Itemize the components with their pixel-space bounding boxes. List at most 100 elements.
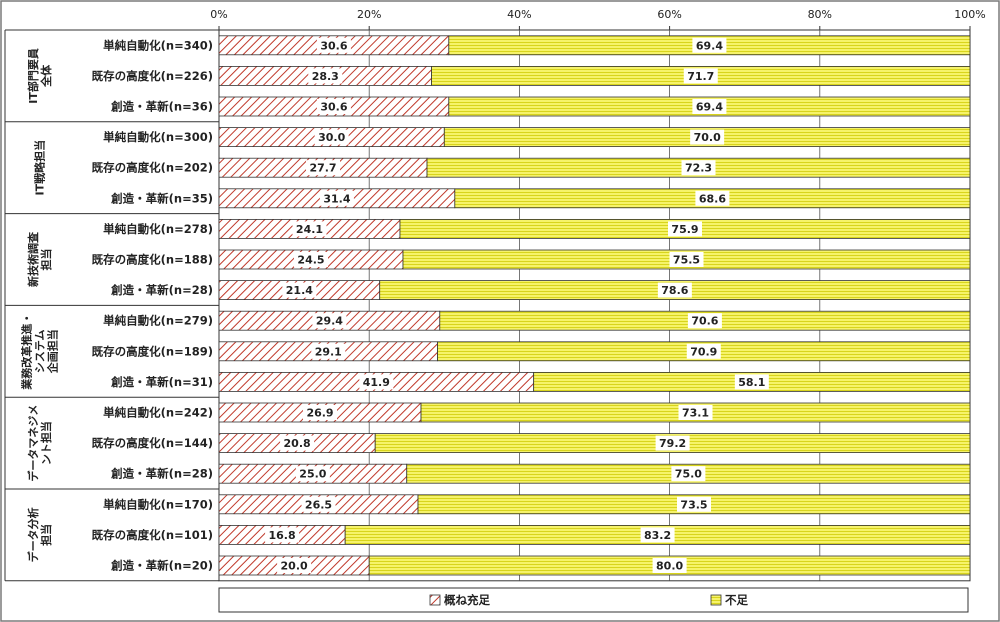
data-label: 31.4 — [323, 192, 350, 205]
group-label-line: データマネジメ — [26, 405, 40, 482]
data-label: 29.1 — [315, 345, 342, 358]
data-label-bg — [359, 374, 394, 390]
group-label-line: システム — [34, 329, 47, 373]
row-label: 既存の高度化(n=202) — [92, 161, 213, 175]
data-label-bg — [671, 466, 706, 482]
x-tick-label: 0% — [210, 8, 227, 21]
data-label-bg — [280, 435, 315, 451]
row-label: 創造・革新(n=28) — [110, 283, 213, 297]
data-label: 58.1 — [738, 376, 765, 389]
data-label: 78.6 — [661, 284, 688, 297]
data-label-bg — [681, 160, 716, 176]
data-label: 72.3 — [685, 162, 712, 175]
row-label: 単純自動化(n=170) — [103, 497, 213, 511]
data-label-bg — [303, 405, 338, 420]
data-label: 75.9 — [671, 223, 698, 236]
data-label: 20.8 — [284, 437, 311, 450]
row-label: 創造・革新(n=35) — [110, 191, 213, 205]
legend-swatch — [710, 594, 722, 606]
data-label: 20.0 — [281, 560, 308, 573]
data-label-bg — [293, 252, 328, 267]
x-tick-label: 80% — [808, 8, 832, 21]
data-label-bg — [683, 68, 718, 84]
data-label: 25.0 — [299, 468, 326, 481]
data-label: 30.6 — [320, 101, 347, 114]
row-label: 創造・革新(n=36) — [110, 100, 213, 114]
data-label: 24.5 — [297, 254, 324, 267]
row-label: 既存の高度化(n=101) — [92, 528, 213, 542]
data-label: 70.0 — [694, 131, 721, 144]
data-label-bg — [667, 221, 702, 237]
data-label: 30.0 — [318, 131, 345, 144]
data-label: 24.1 — [296, 223, 323, 236]
data-label-bg — [687, 313, 722, 329]
data-label: 68.6 — [699, 192, 726, 205]
group-label: 業務改革推進・ システム 企画担当 — [20, 313, 60, 391]
legend-box — [218, 587, 969, 613]
data-label: 75.0 — [675, 468, 702, 481]
data-label-bg — [655, 435, 690, 451]
data-label: 71.7 — [687, 70, 714, 83]
group-label-line: 担当 — [39, 249, 53, 271]
bars: 30.6 69.4 28.3 71.7 30.6 69.4 30.0 70.0 27.7 72.3… — [218, 35, 971, 576]
data-label-bg — [282, 282, 317, 298]
data-label-bg — [734, 374, 769, 390]
data-label: 75.5 — [673, 254, 700, 267]
legend-label: 概ね充足 — [444, 593, 490, 607]
data-label: 28.3 — [312, 70, 339, 83]
data-label: 70.6 — [691, 315, 718, 328]
data-label: 80.0 — [656, 560, 683, 573]
row-label: 既存の高度化(n=189) — [92, 344, 213, 358]
data-label: 29.4 — [316, 315, 343, 328]
data-label-bg — [311, 343, 346, 359]
x-tick-label: 40% — [507, 8, 531, 21]
row-label: 単純自動化(n=300) — [103, 130, 213, 144]
row-label: 単純自動化(n=279) — [103, 314, 213, 328]
group-label-line: 新技術調査 — [26, 232, 40, 287]
data-label-bg — [301, 496, 336, 512]
group-label-line: 全体 — [39, 64, 53, 88]
group-label-line: データ分析 — [26, 507, 40, 562]
row-label: 創造・革新(n=31) — [110, 375, 213, 389]
data-label-bg — [316, 37, 351, 53]
group-label: データマネジメ ント担当 — [26, 405, 53, 482]
legend-swatch — [429, 594, 441, 606]
data-label-bg — [692, 99, 727, 114]
data-label: 21.4 — [286, 284, 313, 297]
data-label-bg — [678, 405, 713, 420]
data-label-bg — [692, 37, 727, 53]
data-label-bg — [277, 558, 312, 573]
data-label-bg — [695, 190, 730, 206]
legend: 概ね充足 不足 — [218, 587, 969, 613]
group-label: 新技術調査 担当 — [26, 232, 53, 287]
data-label: 26.9 — [306, 407, 333, 420]
data-label: 16.8 — [269, 529, 296, 542]
data-label-bg — [652, 558, 687, 573]
x-tick-label: 100% — [954, 8, 985, 21]
group-label-line: 担当 — [39, 524, 53, 546]
data-label: 70.9 — [690, 345, 717, 358]
data-label: 26.5 — [305, 498, 332, 511]
data-label-bg — [292, 221, 327, 237]
x-tick-label: 60% — [657, 8, 681, 21]
group-label: データ分析 担当 — [26, 507, 53, 562]
group-label: IT部門要員 全体 — [26, 48, 53, 104]
data-label-bg — [657, 282, 692, 298]
data-label: 27.7 — [309, 162, 336, 175]
data-label-bg — [316, 99, 351, 114]
row-label: 既存の高度化(n=188) — [92, 253, 213, 267]
data-label-bg — [690, 129, 725, 145]
data-label: 30.6 — [320, 39, 347, 52]
data-label-bg — [308, 68, 343, 84]
group-label: IT戦略担当 — [33, 140, 47, 196]
x-tick-label: 20% — [357, 8, 381, 21]
row-label: 単純自動化(n=340) — [103, 38, 213, 52]
group-label-line: 業務改革推進・ — [20, 313, 34, 391]
legend-label: 不足 — [725, 593, 748, 607]
data-label-bg — [319, 190, 354, 206]
data-label: 79.2 — [659, 437, 686, 450]
row-label: 単純自動化(n=242) — [103, 406, 213, 420]
data-label-bg — [295, 466, 330, 482]
row-label: 既存の高度化(n=144) — [92, 436, 213, 450]
